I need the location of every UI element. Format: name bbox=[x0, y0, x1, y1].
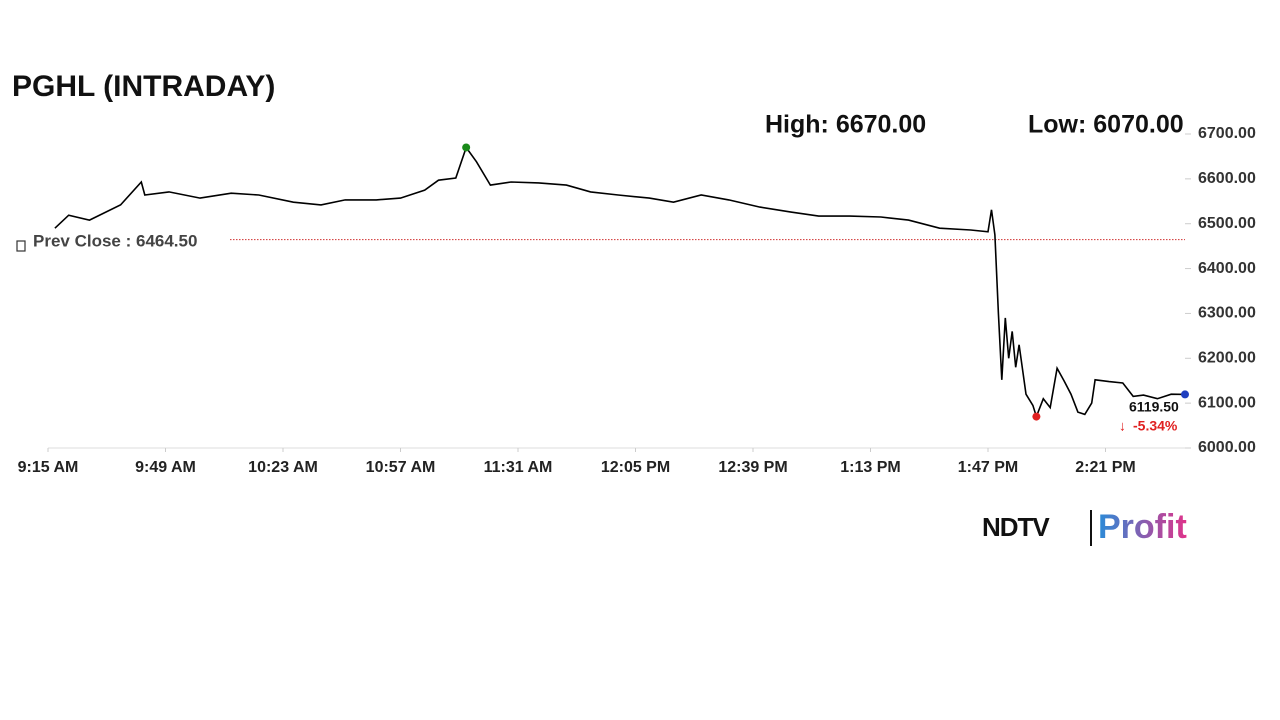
x-tick-label: 1:13 PM bbox=[840, 459, 900, 476]
low-dot bbox=[1032, 412, 1041, 421]
prev-close-label: Prev Close : 6464.50 bbox=[33, 231, 197, 250]
x-tick-label: 2:21 PM bbox=[1075, 459, 1135, 476]
y-tick-label: 6300.00 bbox=[1198, 305, 1256, 322]
x-tick-label: 11:31 AM bbox=[484, 459, 553, 476]
x-tick-label: 9:15 AM bbox=[18, 459, 79, 476]
x-tick-label: 12:05 PM bbox=[601, 459, 670, 476]
prev-close-icon bbox=[16, 240, 26, 252]
change-label: -5.34% bbox=[1133, 418, 1178, 434]
y-tick-label: 6100.00 bbox=[1198, 394, 1256, 411]
logo-product: Profit bbox=[1098, 508, 1187, 546]
high-dot bbox=[462, 143, 471, 152]
x-tick-label: 9:49 AM bbox=[135, 459, 196, 476]
y-tick-label: 6200.00 bbox=[1198, 350, 1256, 367]
x-tick-label: 1:47 PM bbox=[958, 459, 1018, 476]
last-dot bbox=[1181, 390, 1189, 399]
logo-brand: NDTV bbox=[982, 512, 1050, 542]
x-tick-label: 10:57 AM bbox=[366, 459, 436, 476]
x-tick-label: 10:23 AM bbox=[248, 459, 318, 476]
x-tick-label: 12:39 PM bbox=[718, 459, 787, 476]
y-tick-label: 6700.00 bbox=[1198, 125, 1256, 142]
chart-title: PGHL (INTRADAY) bbox=[12, 70, 275, 103]
last-label: 6119.50 bbox=[1129, 399, 1179, 415]
y-tick-label: 6000.00 bbox=[1198, 439, 1256, 456]
y-tick-label: 6500.00 bbox=[1198, 215, 1256, 232]
y-tick-label: 6400.00 bbox=[1198, 260, 1256, 277]
high-label: High: 6670.00 bbox=[765, 111, 926, 139]
change-arrow: ↓ bbox=[1119, 418, 1126, 434]
y-tick-label: 6600.00 bbox=[1198, 170, 1256, 187]
price-line bbox=[54, 145, 1186, 420]
low-label: Low: 6070.00 bbox=[1028, 111, 1184, 139]
